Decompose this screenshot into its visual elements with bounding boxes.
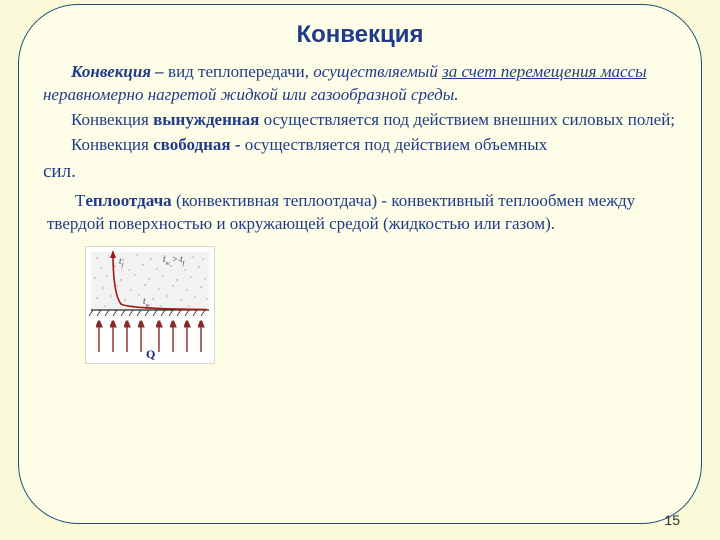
forced-convection-paragraph: Конвекция вынужденная осуществляется под…	[43, 109, 677, 132]
convection-diagram: tf tw tw > tf Q	[85, 246, 215, 364]
definition-paragraph: Конвекция – вид теплопередачи, осуществл…	[43, 61, 677, 107]
def-text-c: за счет перемещения массы	[442, 62, 647, 81]
free-d: сил.	[43, 161, 76, 182]
forced-c: осуществляется под действием внешних сил…	[259, 110, 675, 129]
forced-b: вынужденная	[153, 110, 259, 129]
free-b: свободная -	[153, 135, 245, 154]
teplo-a: Т	[75, 191, 85, 210]
free-a: Конвекция	[71, 135, 153, 154]
free-convection-paragraph: Конвекция свободная - осуществляется под…	[43, 134, 677, 157]
label-q: Q	[146, 347, 155, 361]
term-konvektsia: Конвекция –	[71, 62, 168, 81]
slide-card: Конвекция Конвекция – вид теплопередачи,…	[18, 4, 702, 524]
def-text-a: вид теплопередачи,	[168, 62, 313, 81]
slide-title: Конвекция	[37, 21, 683, 49]
forced-a: Конвекция	[71, 110, 153, 129]
fluid-region	[91, 252, 209, 310]
def-text-d: неравномерно нагретой жидкой или газообр…	[43, 85, 458, 104]
free-convection-cont: сил.	[43, 159, 677, 185]
heat-transfer-paragraph: Теплоотдача (конвективная теплоотдача) -…	[47, 190, 669, 236]
page-number: 15	[664, 512, 680, 528]
def-text-b: осуществляемый	[313, 62, 442, 81]
free-c: осуществляется под действием объемных	[245, 135, 547, 154]
teplo-b: еплоотдача	[85, 191, 171, 210]
